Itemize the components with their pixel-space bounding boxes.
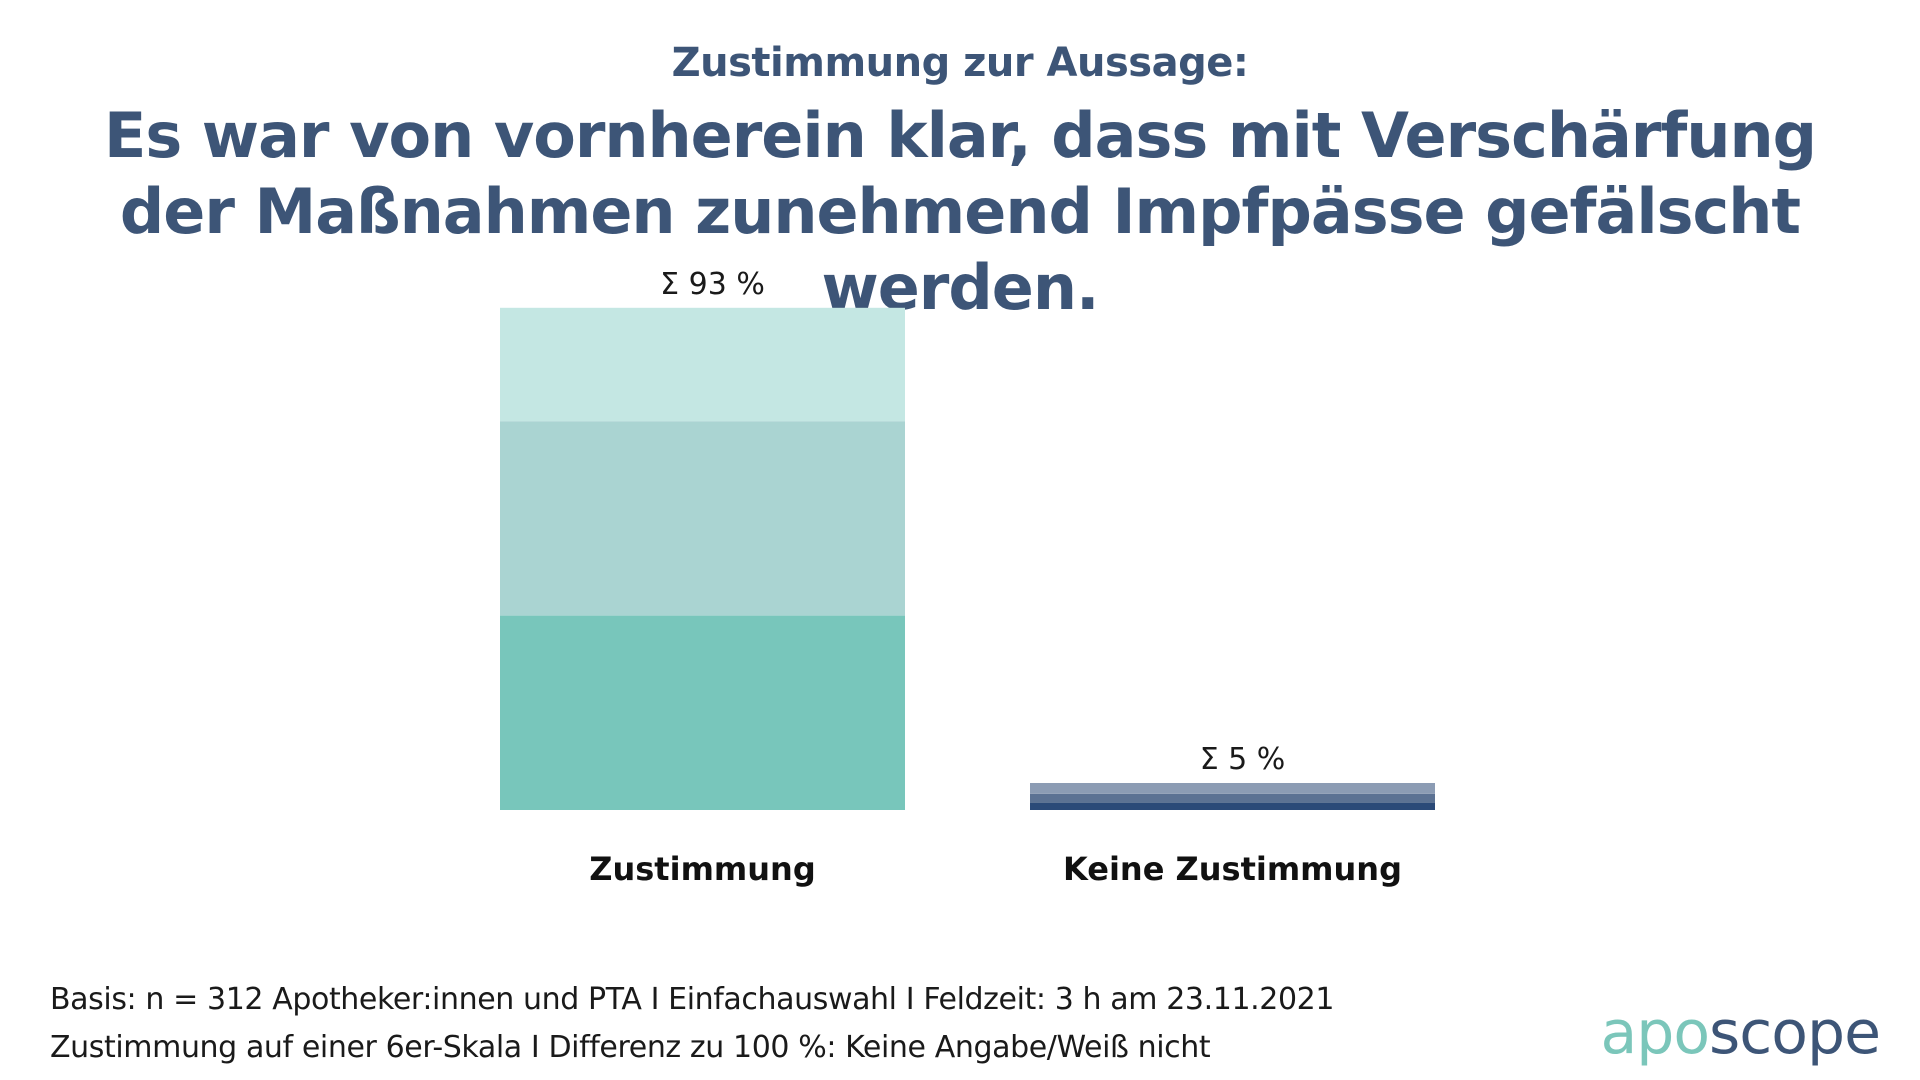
aposcope-logo: aposcope [1600,998,1881,1068]
bar-segment-1-3 [500,307,905,422]
bar-segment-1-2 [500,421,905,616]
bar-total-label-1: Σ 93 % [660,267,765,302]
bar-total-label-2: Σ 5 % [1200,742,1286,777]
bar-segment-2-3 [1030,783,1435,794]
bar-segment-1-1 [500,615,905,810]
category-label-2: Keine Zustimmung [1063,850,1402,888]
footnote-basis: Basis: n = 312 Apotheker:innen und PTA I… [50,982,1335,1017]
bar-segment-2-1 [1030,802,1435,810]
category-label-1: Zustimmung [589,850,815,888]
bar-segment-2-2 [1030,793,1435,803]
chart-title: Es war von vornherein klar, dass mit Ver… [103,99,1817,324]
footnote-scale: Zustimmung auf einer 6er-Skala I Differe… [50,1030,1211,1065]
logo-part-scope: scope [1709,998,1881,1068]
logo-part-apo: apo [1600,998,1710,1068]
stacked-bar-chart: Σ 93 % Zustimmung Σ 5 % Keine Zustimmung [500,267,1435,888]
chart-subtitle: Zustimmung zur Aussage: [671,40,1249,86]
